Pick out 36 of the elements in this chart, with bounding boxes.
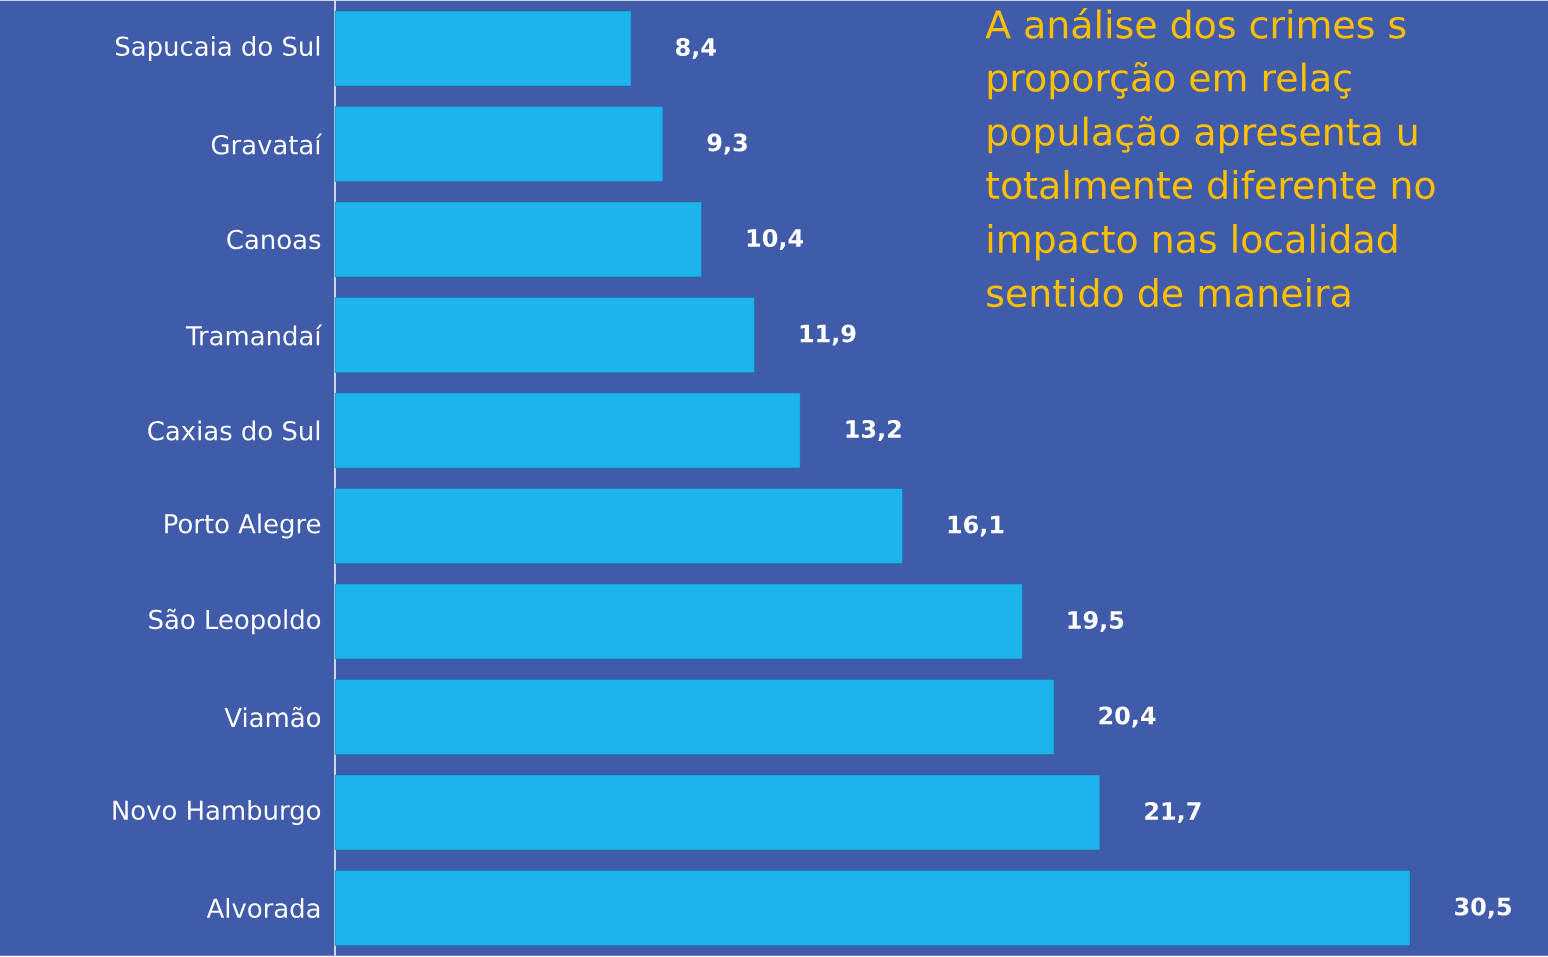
data-label: 20,4 (1099, 706, 1156, 728)
bar (334, 297, 755, 373)
annotation: totalmente diferente no (986, 170, 1435, 200)
bar (334, 202, 702, 278)
bar (334, 488, 903, 564)
y-tick-label: Gravataí (211, 133, 323, 155)
bar (334, 393, 801, 469)
annotation: impacto nas localidad (988, 224, 1397, 261)
data-label: 16,1 (948, 515, 1004, 537)
bar (334, 106, 663, 182)
y-tick-label: Novo Hamburgo (113, 800, 321, 826)
y-tick-label: São Leopoldo (149, 609, 321, 635)
y-tick-label: Canoas (227, 229, 321, 250)
data-label: 19,5 (1068, 611, 1124, 633)
data-label: 30,5 (1455, 897, 1511, 919)
data-label: 8,4 (676, 38, 716, 60)
bar (334, 870, 1411, 946)
data-label: 10,4 (747, 229, 803, 251)
annotation: sentido de maneira (987, 278, 1350, 308)
annotation: A análise dos crimes s (985, 8, 1406, 39)
data-label: 21,7 (1145, 802, 1201, 824)
y-tick-label: Caxias do Sul (148, 420, 320, 441)
y-tick-label: Porto Alegre (165, 513, 321, 539)
data-label: 9,3 (707, 133, 747, 155)
y-tick-label: Tramandaí (185, 324, 323, 346)
annotation: população apresenta u (988, 116, 1417, 154)
bar (334, 679, 1055, 755)
bar (334, 11, 632, 87)
data-label: 11,9 (800, 324, 856, 346)
data-label: 13,2 (846, 420, 901, 442)
annotation: proporção em relaç (988, 62, 1351, 100)
y-tick-label: Viamão (224, 707, 321, 728)
y-tick-label: Sapucaia do Sul (116, 36, 320, 62)
bar (334, 584, 1023, 660)
bar (334, 775, 1101, 851)
y-tick-label: Alvorada (206, 898, 320, 919)
